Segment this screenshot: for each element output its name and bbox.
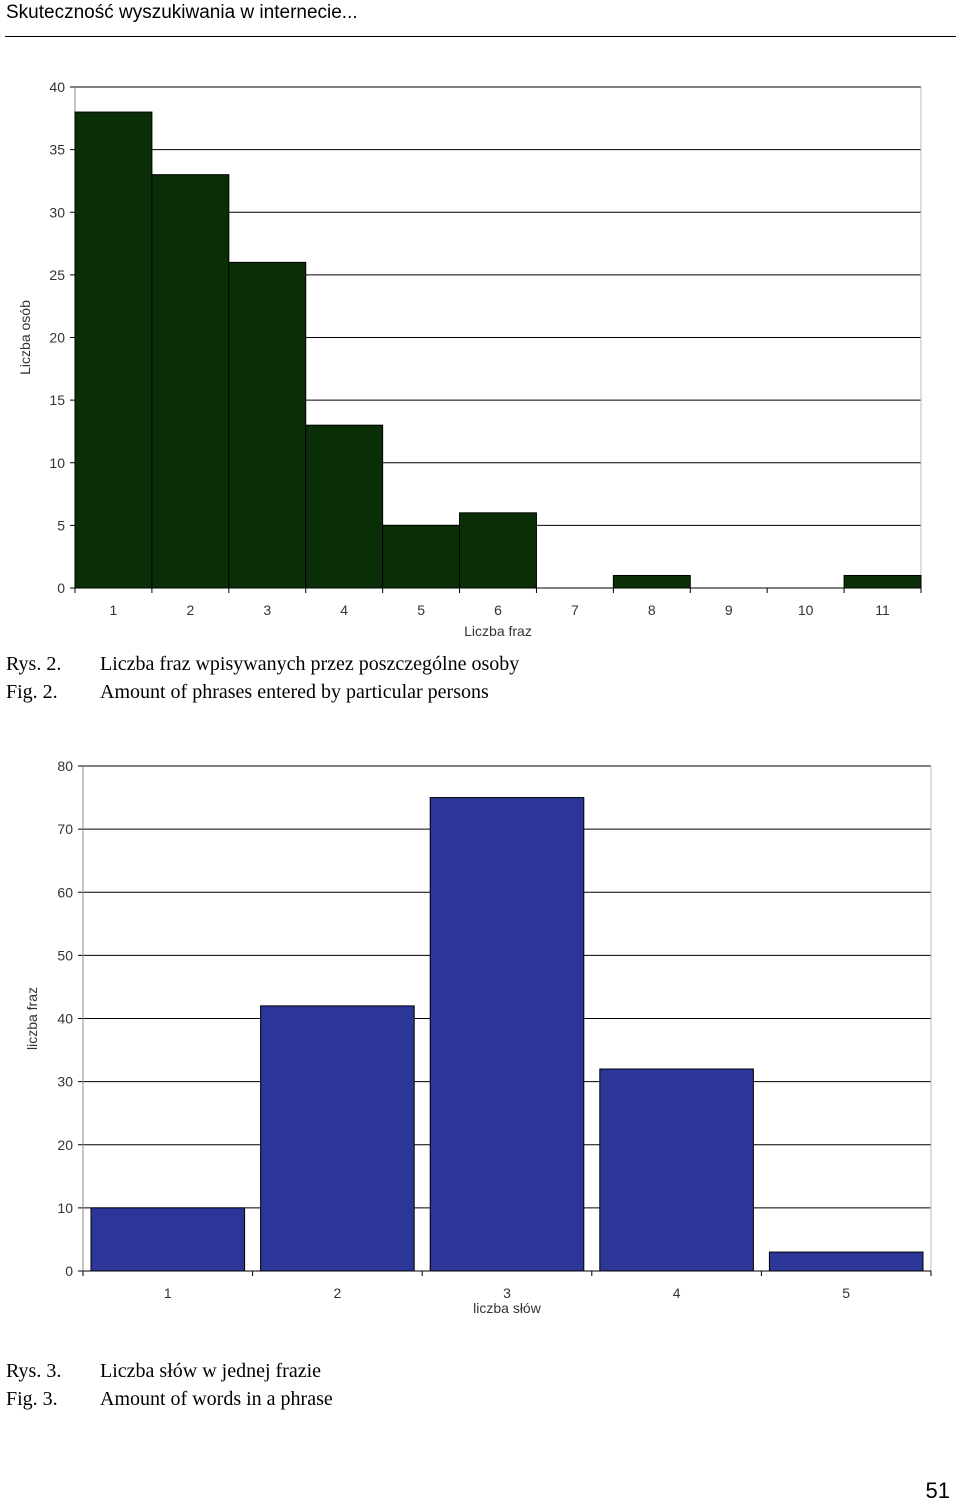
caption-en-text: Amount of words in a phrase — [100, 1388, 333, 1410]
y-tick-label: 30 — [57, 1074, 73, 1090]
x-tick-label: 7 — [571, 602, 579, 618]
caption-en-label: Fig. 3. — [6, 1388, 58, 1410]
x-tick-label: 4 — [340, 602, 348, 618]
caption-pl-row: Rys. 3. Liczba słów w jednej frazie — [6, 1357, 333, 1385]
y-tick-label: 20 — [49, 330, 65, 346]
caption-pl-label: Rys. 3. — [6, 1360, 62, 1382]
y-tick-label: 35 — [49, 142, 65, 158]
bar — [612, 574, 691, 589]
y-tick-label: 0 — [57, 580, 65, 596]
x-tick-label: 11 — [875, 602, 890, 618]
x-tick-label: 5 — [417, 602, 425, 618]
x-tick-label: 4 — [673, 1285, 681, 1301]
y-tick-label: 10 — [49, 455, 65, 471]
y-tick-label: 40 — [57, 1011, 73, 1027]
chart-phrases-per-person-svg: 0 5 10 15 20 25 30 35 40 1 2 3 4 5 6 7 8 9 10 11 Liczba fraz… — [17, 79, 922, 639]
y-tick-label: 60 — [57, 884, 73, 900]
caption-en-row: Fig. 2. Amount of phrases entered by par… — [6, 678, 519, 706]
y-axis-title: liczba fraz — [24, 987, 40, 1050]
x-tick-label: 5 — [842, 1285, 850, 1301]
caption-pl-text: Liczba fraz wpisywanych przez poszczegól… — [100, 653, 520, 675]
x-tick-label: 2 — [334, 1285, 342, 1301]
x-tick-label: 3 — [503, 1285, 511, 1301]
figure-2-caption: Rys. 2. Liczba fraz wpisywanych przez po… — [6, 650, 519, 706]
bar — [429, 797, 585, 1272]
y-axis-title: Liczba osób — [17, 300, 33, 375]
y-tick-label: 0 — [65, 1263, 73, 1279]
x-tick-label: 1 — [110, 602, 118, 618]
caption-pl-label: Rys. 2. — [6, 653, 62, 675]
y-tick-label: 20 — [57, 1137, 73, 1153]
caption-en-row: Fig. 3. Amount of words in a phrase — [6, 1385, 333, 1413]
y-tick-label: 50 — [57, 947, 73, 963]
bar — [151, 174, 230, 589]
caption-pl-row: Rys. 2. Liczba fraz wpisywanych przez po… — [6, 650, 519, 678]
x-tick-label: 6 — [494, 602, 502, 618]
y-tick-label: 25 — [49, 267, 65, 283]
x-tick-label: 1 — [164, 1285, 172, 1301]
bar — [382, 524, 461, 589]
caption-en-label: Fig. 2. — [6, 681, 58, 703]
bar — [74, 111, 153, 589]
y-tick-label: 5 — [57, 517, 65, 533]
chart-words-per-phrase-svg: 0 10 20 30 40 50 60 70 80 1 2 3 4 5 liczba słów liczba … — [24, 758, 932, 1316]
bar — [305, 424, 384, 589]
x-axis-title: liczba słów — [473, 1300, 542, 1316]
y-tick-label: 80 — [57, 758, 73, 774]
chart-phrases-per-person: 0 5 10 15 20 25 30 35 40 1 2 3 4 5 6 7 8 9 10 11 Liczba fraz… — [0, 70, 960, 640]
bar — [228, 261, 307, 589]
bar — [599, 1068, 754, 1272]
bar — [90, 1207, 246, 1272]
x-tick-label: 3 — [263, 602, 271, 618]
y-tick-label: 30 — [49, 204, 65, 220]
y-tick-label: 10 — [57, 1200, 73, 1216]
y-tick-label: 15 — [49, 392, 65, 408]
caption-pl-text: Liczba słów w jednej frazie — [100, 1360, 322, 1382]
figure-3-caption: Rys. 3. Liczba słów w jednej frazie Fig.… — [6, 1357, 333, 1413]
header-divider — [5, 36, 956, 37]
bar — [843, 574, 922, 589]
bar — [260, 1005, 415, 1272]
caption-en-text: Amount of phrases entered by particular … — [100, 681, 489, 703]
x-tick-label: 9 — [725, 602, 733, 618]
running-title: Skuteczność wyszukiwania w internecie... — [6, 2, 358, 23]
bar — [768, 1251, 924, 1272]
page-number: 51 — [925, 1478, 950, 1503]
x-tick-label: 2 — [186, 602, 194, 618]
x-axis-title: Liczba fraz — [464, 623, 532, 639]
bar — [459, 512, 537, 589]
x-tick-label: 8 — [648, 602, 656, 618]
y-tick-label: 70 — [57, 821, 73, 837]
y-tick-label: 40 — [49, 79, 65, 95]
x-tick-label: 10 — [798, 602, 814, 618]
chart-words-per-phrase: 0 10 20 30 40 50 60 70 80 1 2 3 4 5 liczba słów liczba … — [0, 752, 960, 1332]
